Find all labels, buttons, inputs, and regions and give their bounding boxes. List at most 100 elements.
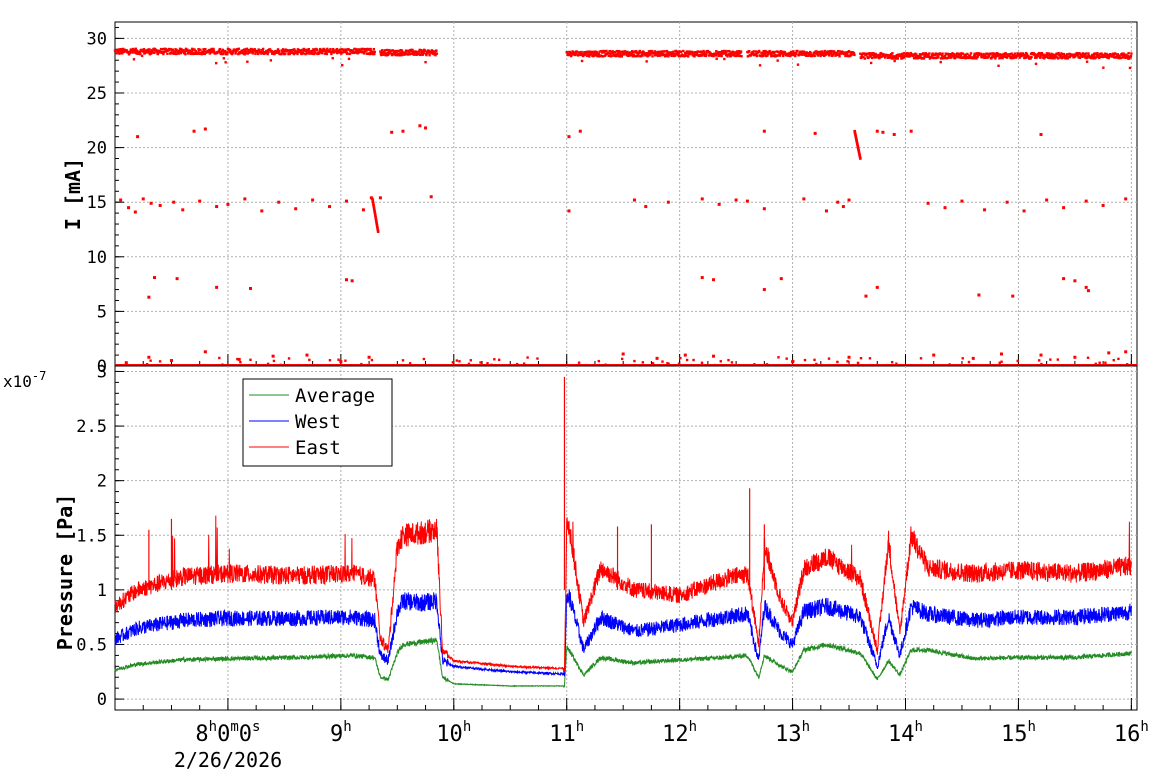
current-data-point [919, 357, 923, 360]
current-data-point [580, 50, 583, 54]
current-data-point [1104, 55, 1107, 59]
current-data-point [632, 53, 636, 56]
current-data-point [287, 52, 290, 56]
current-data-point [218, 49, 221, 52]
current-data-point [153, 51, 156, 55]
current-data-point [762, 54, 765, 58]
current-data-point [1130, 52, 1133, 55]
current-data-point [737, 54, 740, 57]
current-data-point [432, 50, 435, 53]
current-data-point [148, 48, 151, 51]
current-data-point [840, 52, 843, 55]
current-data-point [677, 362, 681, 365]
current-data-point [700, 361, 704, 365]
current-data-point [251, 52, 254, 55]
current-data-point [1011, 294, 1015, 298]
current-data-point [375, 223, 379, 227]
current-data-point [434, 53, 437, 57]
current-data-point [266, 52, 269, 56]
current-data-point [184, 52, 187, 56]
current-data-point [1024, 54, 1027, 57]
current-data-point [872, 52, 875, 55]
current-data-point [1085, 60, 1089, 63]
current-data-point [922, 52, 925, 55]
current-data-point [1084, 55, 1087, 58]
current-data-point [856, 144, 860, 148]
current-data-point [1084, 285, 1088, 289]
current-data-point [940, 57, 943, 60]
current-data-point [685, 51, 688, 55]
current-data-point [345, 199, 349, 203]
current-data-point [273, 52, 276, 56]
current-data-point [685, 358, 689, 362]
current-data-point [321, 51, 324, 55]
current-data-point [590, 51, 594, 54]
current-data-point [451, 361, 455, 364]
current-data-point [670, 51, 674, 54]
current-data-point [400, 53, 403, 57]
current-data-point [1126, 54, 1129, 58]
current-data-point [802, 197, 806, 201]
current-data-point [337, 49, 340, 53]
current-data-point [991, 54, 994, 58]
current-data-point [765, 363, 769, 366]
pressure-y-tick-label: 2 [97, 472, 107, 492]
current-data-point [880, 55, 883, 58]
current-data-point [1086, 56, 1089, 59]
current-data-point [735, 50, 739, 53]
current-y-tick-label: 25 [87, 84, 107, 104]
current-data-point [186, 49, 189, 52]
current-data-point [246, 52, 250, 55]
current-data-point [959, 54, 963, 57]
current-data-point [900, 57, 903, 60]
current-data-point [960, 199, 964, 203]
current-data-point [699, 53, 702, 57]
current-y-tick-label: 5 [97, 302, 107, 322]
current-data-point [1094, 52, 1098, 55]
current-data-point [830, 49, 833, 53]
current-data-point [269, 48, 272, 52]
current-data-point [758, 64, 762, 67]
current-data-point [390, 130, 394, 134]
current-data-point [692, 358, 695, 362]
current-data-point [841, 205, 845, 209]
current-data-point [1002, 52, 1005, 56]
current-data-point [1073, 355, 1077, 359]
current-data-point [1012, 56, 1015, 60]
current-data-point [350, 279, 354, 283]
current-data-point [369, 47, 372, 51]
current-data-point [725, 53, 728, 57]
current-data-point [933, 53, 937, 57]
current-data-point [1107, 56, 1110, 60]
current-data-point [769, 53, 773, 56]
current-data-point [990, 52, 993, 55]
current-data-point [646, 55, 649, 58]
current-data-point [127, 53, 131, 56]
current-data-point [667, 362, 670, 366]
current-data-point [198, 199, 202, 203]
current-data-point [1065, 54, 1068, 57]
current-data-point [376, 228, 380, 232]
current-data-point [683, 353, 687, 357]
current-data-point [847, 198, 851, 202]
current-data-point [650, 50, 654, 53]
current-data-point [413, 51, 416, 55]
current-data-point [405, 49, 408, 52]
current-data-point [745, 199, 749, 203]
current-data-point [400, 49, 404, 52]
current-data-point [822, 54, 826, 58]
current-data-point [958, 52, 961, 56]
current-data-point [134, 47, 137, 50]
current-data-point [657, 52, 661, 55]
pressure-y-axis-title: Pressure [Pa] [53, 494, 77, 651]
current-data-point [1096, 55, 1100, 59]
current-data-point [1025, 52, 1029, 56]
current-data-point [650, 51, 653, 55]
current-data-point [676, 50, 679, 53]
current-data-point [411, 48, 414, 52]
current-data-point [940, 54, 944, 57]
current-data-point [902, 52, 906, 55]
current-data-point [1051, 57, 1054, 60]
current-data-point [311, 50, 315, 53]
